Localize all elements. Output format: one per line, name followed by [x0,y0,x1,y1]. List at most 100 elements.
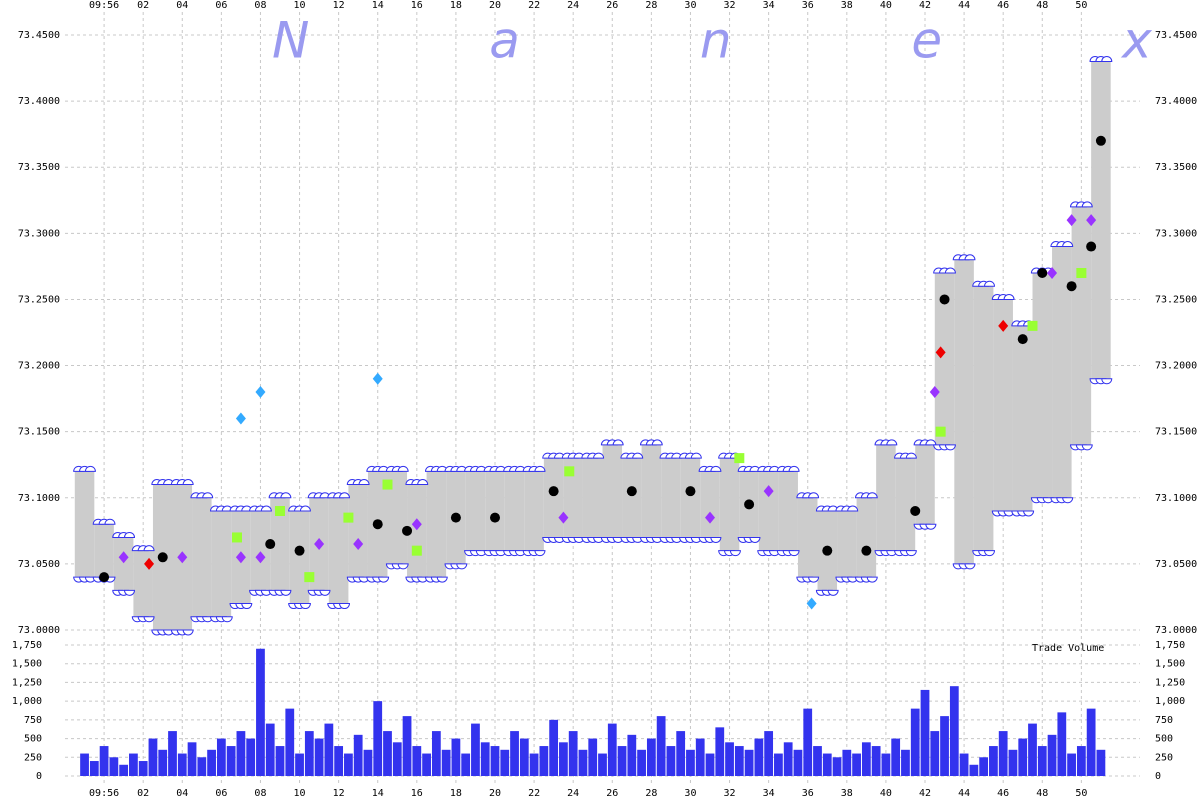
ask-quote [612,439,624,446]
volume-bar [1018,738,1028,776]
quote-band [270,497,290,591]
ask-quote [280,492,292,499]
x-tick-label: 16 [411,0,423,11]
ask-quote [143,545,155,552]
trade [372,519,383,530]
quote-band [289,511,310,604]
volume-bar [383,731,392,776]
y-tick-label: 73.0500 [18,559,60,570]
ask-quote [84,465,96,472]
quote-band [328,497,349,604]
ask-quote [866,492,878,499]
volume-bar [148,738,158,776]
volume-bar [304,731,314,776]
bid-quote [299,603,311,609]
trade [1086,214,1097,227]
volume-bar [822,753,832,776]
ask-quote [1081,201,1093,208]
trade [1076,268,1087,278]
ask-quote [964,254,976,261]
volume-bar [216,738,226,776]
volume-bar [588,738,598,776]
volume-bar [99,746,109,776]
v-tick-label: 1,250 [12,677,42,688]
bid-quote [456,563,468,570]
volume-bar [1096,749,1106,776]
quote-band [876,444,896,551]
bid-quote [378,576,390,583]
ask-quote [338,492,351,499]
x-tick-label: 50 [1075,0,1087,11]
v-tick-label: 1,500 [1155,659,1185,670]
ask-quote [1101,56,1113,62]
volume-bar [725,742,734,776]
y-tick-label: 73.2000 [1155,361,1197,372]
volume-bar [852,753,861,776]
x-tick-label: 44 [958,0,970,11]
volume-bar [256,648,265,776]
ask-quote [847,505,859,512]
trade [1017,334,1028,345]
trade [935,426,946,437]
quote-band [954,259,974,564]
ask-quote [104,518,116,525]
v-tick-label: 1,500 [12,659,42,670]
x-tick-label: 09:56 [89,0,119,11]
x-tick-label: 14 [372,788,384,799]
trade [935,346,946,359]
bid-quote [964,563,976,570]
volume-bar [598,753,607,776]
trade [402,525,413,536]
trade [343,512,354,523]
ask-quote [299,505,311,512]
volume-bar [979,757,989,776]
trade [1066,214,1077,227]
x-tick-label: 42 [919,788,931,799]
x-tick-label: 30 [684,0,696,11]
y-tick-label: 73.3000 [18,228,60,239]
ask-quote [632,452,644,459]
x-tick-label: 34 [763,0,775,11]
volume-bar [89,761,99,776]
volume-bar [80,753,89,776]
volume-bar [568,731,578,776]
trade [1027,320,1038,331]
x-tick-label: 48 [1036,788,1048,799]
volume-bar [715,727,725,776]
y-tick-label: 73.3000 [1155,228,1197,239]
volume-bar [353,734,363,776]
v-tick-label: 1,000 [12,696,42,707]
volume-bar [959,753,969,776]
trade [118,551,129,564]
y-tick-label: 73.2500 [18,294,60,305]
trade [157,552,168,563]
quote-band [602,444,623,538]
volume-bar [461,753,471,776]
x-tick-label: 26 [606,0,618,11]
trade [1047,267,1058,279]
volume-bar [471,723,480,776]
trade [1037,268,1048,278]
volume-bar [158,749,168,776]
trade [822,545,833,556]
volume-bar [451,738,461,776]
bid-quote [280,589,292,596]
ask-quote [983,280,996,287]
v-tick-label: 250 [24,752,42,763]
x-tick-label: 08 [254,0,266,11]
v-tick-label: 500 [1155,734,1173,745]
x-tick-label: 08 [254,788,266,799]
volume-bar [754,738,764,776]
y-tick-label: 73.4500 [18,30,60,41]
trade [235,412,246,425]
ask-quote [182,479,194,486]
trade [255,551,266,564]
trade [1066,281,1077,292]
quote-band [211,511,232,617]
trade [734,453,745,464]
quote-band [1071,206,1092,445]
quote-band [524,471,544,551]
quote-band [915,444,935,525]
y-tick-label: 73.1000 [18,493,60,504]
